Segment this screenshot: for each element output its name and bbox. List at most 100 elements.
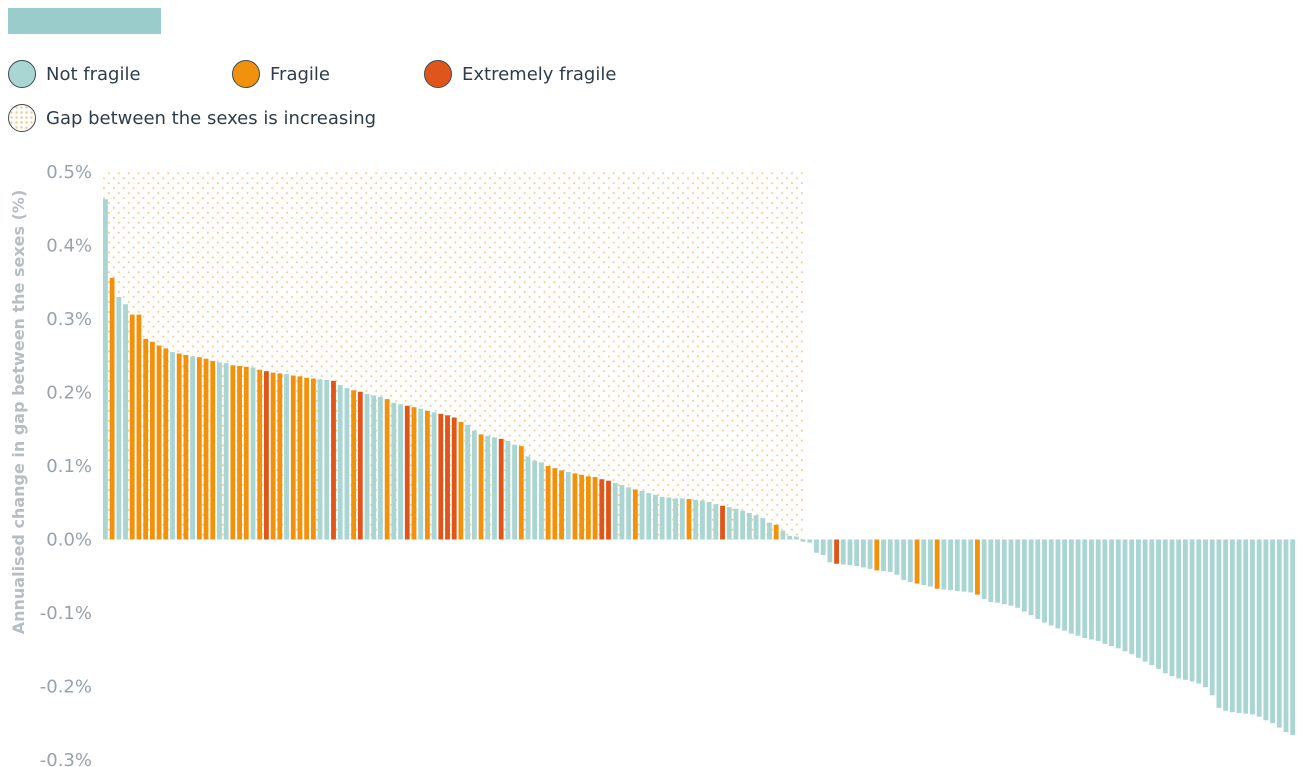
legend-extremely-fragile-label: Extremely fragile bbox=[462, 63, 617, 85]
bar bbox=[471, 430, 477, 540]
bar bbox=[1149, 539, 1155, 666]
bar bbox=[746, 513, 752, 540]
bar bbox=[284, 374, 289, 540]
bar bbox=[632, 489, 638, 540]
bar bbox=[1263, 539, 1269, 721]
y-tick-label: -0.2% bbox=[40, 677, 92, 698]
bar bbox=[1229, 539, 1235, 713]
bar bbox=[331, 380, 336, 540]
bar bbox=[230, 365, 236, 540]
legend-gap-increasing-swatch bbox=[8, 104, 36, 132]
bar bbox=[961, 539, 967, 592]
legend-gap-increasing: Gap between the sexes is increasing bbox=[8, 104, 376, 132]
y-tick-label: 0.3% bbox=[46, 309, 92, 330]
bar bbox=[1250, 539, 1255, 715]
bar bbox=[793, 536, 799, 540]
bar bbox=[1162, 539, 1168, 674]
bar bbox=[914, 539, 920, 584]
bar bbox=[1256, 539, 1262, 717]
bar bbox=[398, 404, 403, 540]
bar bbox=[324, 380, 330, 540]
bar bbox=[304, 377, 310, 540]
bar bbox=[1001, 539, 1007, 605]
bar bbox=[780, 530, 786, 540]
bar bbox=[1095, 539, 1101, 641]
bar bbox=[934, 539, 940, 589]
bar bbox=[1068, 539, 1074, 634]
bar bbox=[243, 366, 249, 540]
bar bbox=[995, 539, 1000, 603]
bar bbox=[149, 341, 155, 540]
legend-extremely-fragile: Extremely fragile bbox=[424, 60, 616, 88]
header-color-bar bbox=[8, 8, 161, 34]
bar bbox=[981, 539, 987, 600]
bar bbox=[639, 490, 645, 540]
bar bbox=[840, 539, 846, 565]
bar bbox=[465, 424, 471, 540]
y-tick-label: 0.0% bbox=[46, 530, 92, 551]
bar bbox=[653, 494, 658, 540]
bar bbox=[787, 535, 793, 540]
bar bbox=[539, 462, 544, 540]
bar bbox=[948, 539, 954, 591]
bar bbox=[753, 515, 759, 540]
bar bbox=[1075, 539, 1081, 636]
bar bbox=[800, 539, 806, 542]
y-tick-label: 0.2% bbox=[46, 383, 92, 404]
bar bbox=[438, 413, 444, 540]
bar bbox=[451, 417, 457, 540]
bar bbox=[1283, 539, 1289, 733]
y-axis-label: Annualised change in gap between the sex… bbox=[9, 190, 28, 635]
bar bbox=[505, 441, 511, 540]
bar bbox=[726, 507, 732, 540]
bar bbox=[123, 304, 128, 540]
bar bbox=[310, 378, 316, 540]
bar bbox=[418, 408, 424, 540]
bar bbox=[1276, 539, 1282, 728]
bar bbox=[1290, 539, 1296, 736]
bar bbox=[237, 366, 242, 540]
bar bbox=[1236, 539, 1242, 713]
y-tick-label: 0.5% bbox=[46, 162, 92, 183]
bar bbox=[317, 379, 323, 540]
bar bbox=[1169, 539, 1175, 677]
bar bbox=[579, 474, 585, 540]
legend-not-fragile-swatch bbox=[8, 60, 36, 88]
bar bbox=[740, 510, 746, 540]
bar bbox=[1008, 539, 1014, 606]
bar bbox=[1203, 539, 1208, 688]
bar bbox=[901, 539, 907, 580]
bar bbox=[1243, 539, 1249, 714]
bar bbox=[1055, 539, 1061, 629]
legend-gap-increasing-label: Gap between the sexes is increasing bbox=[46, 107, 377, 129]
bar bbox=[485, 435, 491, 540]
bar bbox=[163, 348, 169, 540]
bar bbox=[592, 477, 598, 540]
bar bbox=[1035, 539, 1041, 619]
bar bbox=[847, 539, 853, 566]
bar bbox=[700, 500, 705, 540]
bar bbox=[941, 539, 947, 590]
bar bbox=[1042, 539, 1047, 623]
bar bbox=[109, 277, 115, 540]
bar bbox=[1021, 539, 1027, 612]
y-tick-label: -0.3% bbox=[40, 750, 92, 767]
bar bbox=[1209, 539, 1215, 696]
bar bbox=[612, 482, 618, 540]
bar bbox=[565, 471, 571, 540]
bar bbox=[733, 508, 739, 540]
bar bbox=[673, 498, 678, 540]
bar bbox=[250, 367, 256, 540]
y-tick-label: 0.1% bbox=[46, 456, 92, 477]
bar bbox=[854, 539, 860, 566]
bar bbox=[1122, 539, 1128, 652]
bar bbox=[894, 539, 900, 575]
bar bbox=[378, 396, 383, 540]
bar bbox=[1196, 539, 1202, 684]
bar bbox=[270, 372, 276, 540]
bar bbox=[834, 539, 839, 564]
bar bbox=[807, 539, 813, 543]
bar bbox=[820, 539, 826, 555]
bar bbox=[1102, 539, 1108, 644]
bar bbox=[1142, 539, 1148, 662]
